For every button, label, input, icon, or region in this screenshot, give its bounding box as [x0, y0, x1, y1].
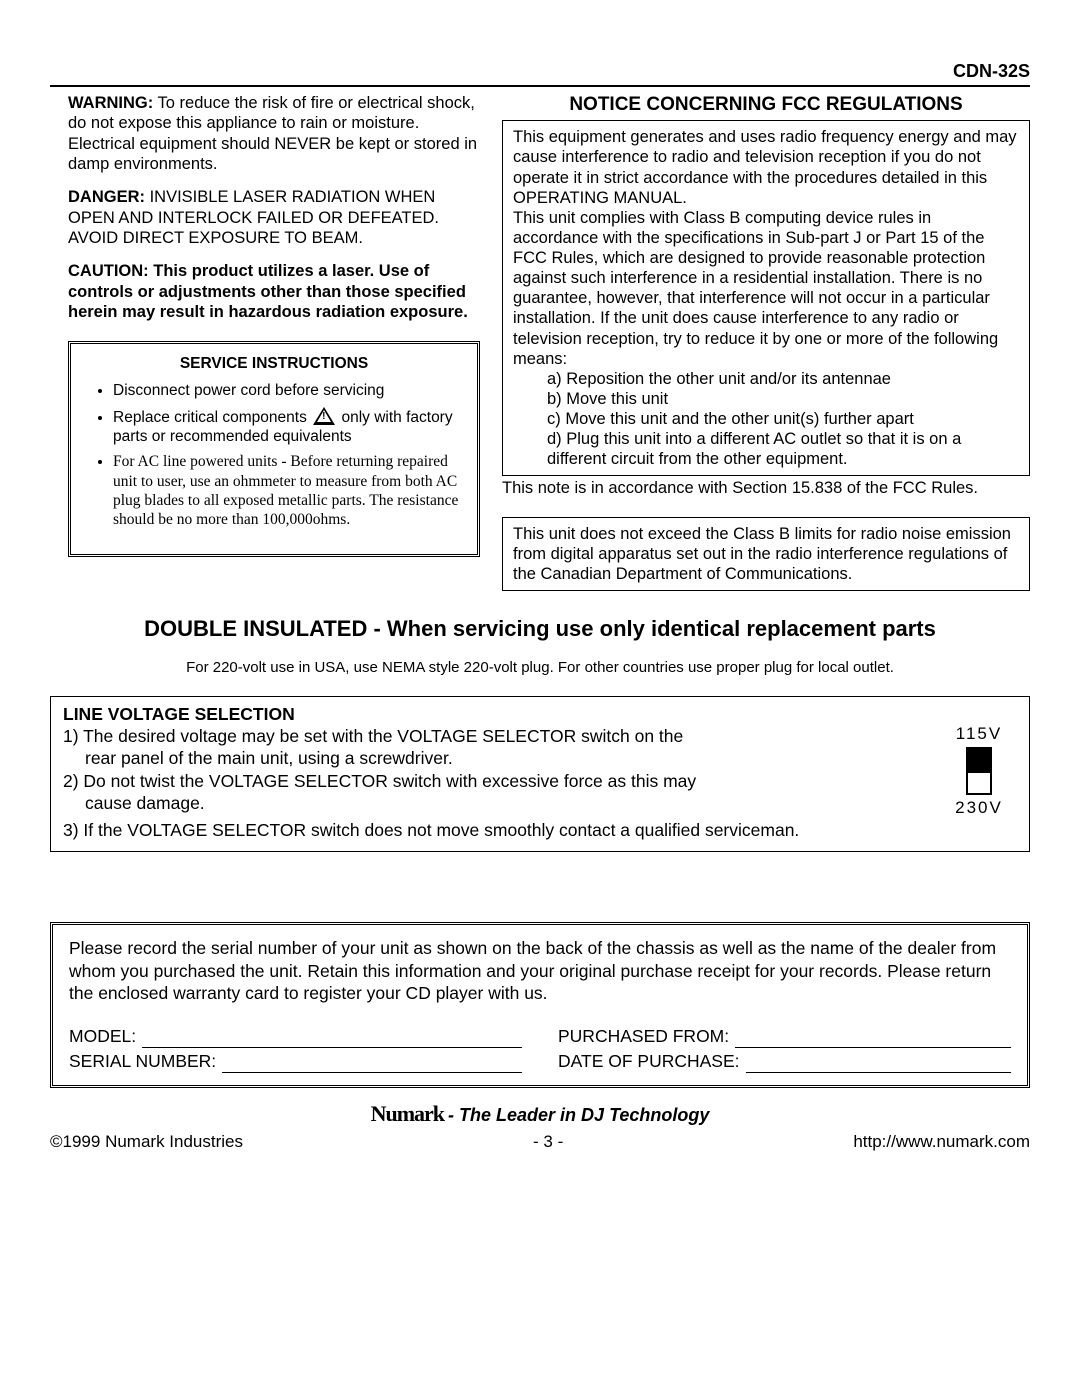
- caution-text: CAUTION: This product utilizes a laser. …: [68, 262, 468, 321]
- double-insulated-heading: DOUBLE INSULATED - When servicing use on…: [50, 615, 1030, 643]
- page-number: - 3 -: [243, 1131, 853, 1152]
- two-column-region: WARNING: To reduce the risk of fire or e…: [50, 93, 1030, 592]
- service-list: Disconnect power cord before servicing R…: [87, 381, 461, 530]
- voltage-label-115v: 115V: [941, 723, 1017, 745]
- copyright: ©1999 Numark Industries: [50, 1131, 243, 1152]
- footer-url: http://www.numark.com: [853, 1131, 1030, 1152]
- voltage-title: LINE VOLTAGE SELECTION: [63, 703, 1017, 725]
- field-serial-number: SERIAL NUMBER:: [69, 1050, 522, 1073]
- fcc-para2: This unit complies with Class B computin…: [513, 208, 1021, 369]
- caution-block: CAUTION: This product utilizes a laser. …: [50, 261, 480, 323]
- brand-logo: Numark: [371, 1101, 444, 1126]
- blank-line: [735, 1030, 1011, 1048]
- voltage-label-230v: 230V: [941, 797, 1017, 819]
- voltage-line2b: cause damage.: [63, 792, 929, 814]
- field-purchased-from: PURCHASED FROM:: [558, 1025, 1011, 1048]
- voltage-text: 1) The desired voltage may be set with t…: [63, 725, 929, 815]
- label-serial-number: SERIAL NUMBER:: [69, 1050, 216, 1073]
- service-item: Replace critical components ! only with …: [113, 407, 461, 447]
- field-date-of-purchase: DATE OF PURCHASE:: [558, 1050, 1011, 1073]
- fcc-title: NOTICE CONCERNING FCC REGULATIONS: [502, 93, 1030, 117]
- right-column: NOTICE CONCERNING FCC REGULATIONS This e…: [502, 93, 1030, 592]
- voltage-line3: 3) If the VOLTAGE SELECTOR switch does n…: [63, 819, 1017, 841]
- fcc-box: This equipment generates and uses radio …: [502, 120, 1030, 476]
- service-item: For AC line powered units - Before retur…: [113, 452, 461, 530]
- voltage-switch-icon: [966, 747, 992, 795]
- fcc-means-item: b) Move this unit: [547, 389, 1021, 409]
- model-header: CDN-32S: [50, 60, 1030, 87]
- fcc-means-item: a) Reposition the other unit and/or its …: [547, 369, 1021, 389]
- danger-block: DANGER: INVISIBLE LASER RADIATION WHEN O…: [50, 187, 480, 249]
- fcc-means-item: c) Move this unit and the other unit(s) …: [547, 409, 1021, 429]
- serial-fields: MODEL: SERIAL NUMBER: PURCHASED FROM: DA…: [69, 1025, 1011, 1075]
- voltage-line1b: rear panel of the main unit, using a scr…: [63, 747, 929, 769]
- warning-block: WARNING: To reduce the risk of fire or e…: [50, 93, 480, 176]
- voltage-selector-diagram: 115V 230V: [941, 723, 1017, 819]
- footer-row: ©1999 Numark Industries - 3 - http://www…: [50, 1131, 1030, 1152]
- blank-line: [222, 1055, 522, 1073]
- service-item-text-a: Replace critical components: [113, 409, 311, 426]
- label-model: MODEL:: [69, 1025, 136, 1048]
- field-model: MODEL:: [69, 1025, 522, 1048]
- plug-note: For 220-volt use in USA, use NEMA style …: [50, 659, 1030, 678]
- fcc-para1: This equipment generates and uses radio …: [513, 127, 1021, 208]
- blank-line: [142, 1030, 522, 1048]
- serial-record-box: Please record the serial number of your …: [50, 922, 1030, 1088]
- fcc-accordance: This note is in accordance with Section …: [502, 478, 1030, 499]
- warning-lead: WARNING:: [68, 94, 153, 112]
- service-instructions-box: SERVICE INSTRUCTIONS Disconnect power co…: [68, 341, 480, 557]
- serial-para: Please record the serial number of your …: [69, 937, 1011, 1005]
- label-date-of-purchase: DATE OF PURCHASE:: [558, 1050, 740, 1073]
- fcc-means-item: d) Plug this unit into a different AC ou…: [547, 429, 1021, 469]
- footer-tagline: Numark- The Leader in DJ Technology: [50, 1100, 1030, 1128]
- left-column: WARNING: To reduce the risk of fire or e…: [50, 93, 480, 592]
- blank-line: [746, 1055, 1011, 1073]
- warning-triangle-icon: !: [313, 407, 335, 425]
- voltage-line2a: 2) Do not twist the VOLTAGE SELECTOR swi…: [63, 770, 929, 792]
- fcc-means-list: a) Reposition the other unit and/or its …: [513, 369, 1021, 470]
- voltage-line1a: 1) The desired voltage may be set with t…: [63, 725, 929, 747]
- brand-tag: - The Leader in DJ Technology: [448, 1105, 709, 1125]
- voltage-selection-box: LINE VOLTAGE SELECTION 1) The desired vo…: [50, 696, 1030, 852]
- danger-lead: DANGER:: [68, 188, 145, 206]
- canada-box: This unit does not exceed the Class B li…: [502, 517, 1030, 591]
- label-purchased-from: PURCHASED FROM:: [558, 1025, 729, 1048]
- service-title: SERVICE INSTRUCTIONS: [87, 354, 461, 373]
- service-item: Disconnect power cord before servicing: [113, 381, 461, 400]
